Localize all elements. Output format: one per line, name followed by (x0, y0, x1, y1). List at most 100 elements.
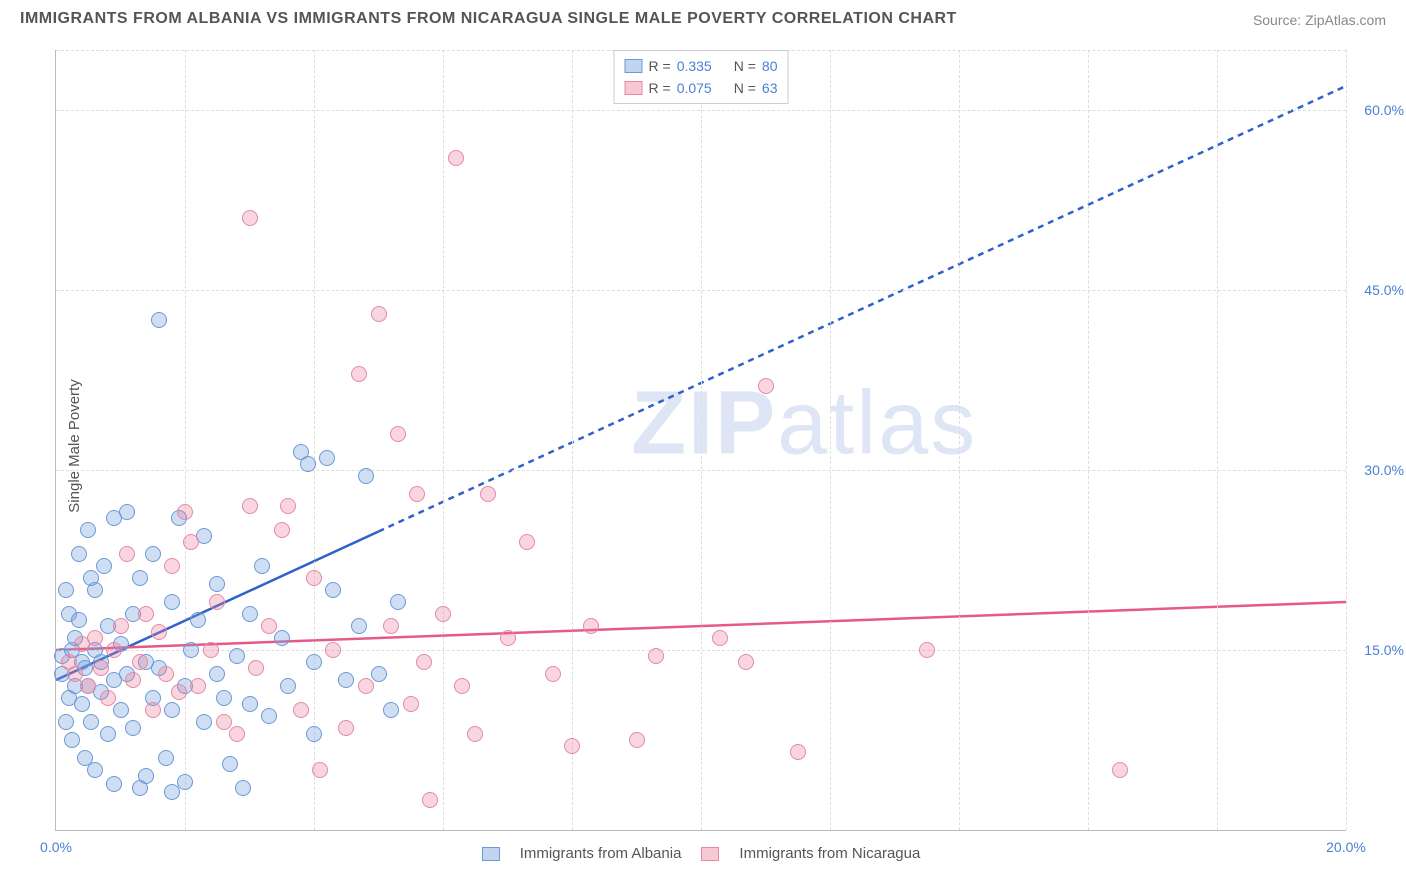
scatter-point-nicaragua (209, 594, 225, 610)
scatter-point-albania (71, 546, 87, 562)
scatter-point-nicaragua (390, 426, 406, 442)
y-tick-label: 60.0% (1364, 102, 1404, 118)
scatter-point-albania (216, 690, 232, 706)
scatter-point-nicaragua (648, 648, 664, 664)
x-gridline (701, 50, 702, 830)
scatter-point-albania (190, 612, 206, 628)
scatter-point-nicaragua (422, 792, 438, 808)
x-gridline (443, 50, 444, 830)
legend-label: Immigrants from Albania (520, 845, 682, 862)
scatter-point-albania (274, 630, 290, 646)
scatter-point-nicaragua (132, 654, 148, 670)
scatter-point-nicaragua (177, 504, 193, 520)
y-tick-label: 15.0% (1364, 642, 1404, 658)
x-gridline (1346, 50, 1347, 830)
scatter-point-albania (254, 558, 270, 574)
scatter-point-albania (209, 576, 225, 592)
x-tick-label: 20.0% (1326, 839, 1366, 855)
legend-swatch-icon (625, 59, 643, 73)
scatter-point-nicaragua (351, 366, 367, 382)
x-gridline (572, 50, 573, 830)
scatter-point-nicaragua (119, 546, 135, 562)
scatter-point-nicaragua (158, 666, 174, 682)
scatter-point-nicaragua (229, 726, 245, 742)
scatter-point-albania (209, 666, 225, 682)
x-gridline (830, 50, 831, 830)
series-legend: Immigrants from Albania Immigrants from N… (56, 844, 1346, 862)
scatter-point-albania (371, 666, 387, 682)
scatter-point-albania (58, 582, 74, 598)
scatter-point-albania (113, 702, 129, 718)
scatter-point-nicaragua (519, 534, 535, 550)
scatter-point-nicaragua (312, 762, 328, 778)
scatter-point-albania (242, 696, 258, 712)
scatter-point-nicaragua (216, 714, 232, 730)
scatter-point-albania (325, 582, 341, 598)
scatter-point-albania (119, 504, 135, 520)
chart-container: IMMIGRANTS FROM ALBANIA VS IMMIGRANTS FR… (0, 0, 1406, 892)
scatter-point-albania (64, 732, 80, 748)
scatter-point-albania (96, 558, 112, 574)
scatter-point-albania (306, 654, 322, 670)
scatter-point-albania (358, 468, 374, 484)
y-tick-label: 30.0% (1364, 462, 1404, 478)
scatter-point-albania (151, 312, 167, 328)
scatter-point-nicaragua (790, 744, 806, 760)
scatter-point-nicaragua (416, 654, 432, 670)
scatter-point-nicaragua (480, 486, 496, 502)
scatter-point-nicaragua (183, 534, 199, 550)
legend-swatch-icon (701, 847, 719, 861)
plot-area: ZIPatlas R =0.335N =80R =0.075N =63 Immi… (55, 50, 1346, 831)
scatter-point-nicaragua (500, 630, 516, 646)
scatter-point-albania (100, 726, 116, 742)
watermark: ZIPatlas (631, 373, 977, 476)
scatter-point-nicaragua (67, 666, 83, 682)
scatter-point-nicaragua (712, 630, 728, 646)
scatter-point-nicaragua (171, 684, 187, 700)
scatter-point-nicaragua (325, 642, 341, 658)
scatter-point-nicaragua (545, 666, 561, 682)
scatter-point-albania (87, 762, 103, 778)
scatter-point-albania (58, 714, 74, 730)
scatter-point-nicaragua (467, 726, 483, 742)
scatter-point-albania (183, 642, 199, 658)
scatter-point-nicaragua (280, 498, 296, 514)
legend-row: R =0.335N =80 (625, 55, 778, 77)
x-gridline (959, 50, 960, 830)
scatter-point-nicaragua (125, 672, 141, 688)
scatter-point-nicaragua (583, 618, 599, 634)
x-gridline (314, 50, 315, 830)
scatter-point-nicaragua (242, 210, 258, 226)
legend-swatch-icon (482, 847, 500, 861)
scatter-point-nicaragua (80, 678, 96, 694)
scatter-point-nicaragua (93, 660, 109, 676)
scatter-point-albania (306, 726, 322, 742)
scatter-point-nicaragua (145, 702, 161, 718)
scatter-point-albania (338, 672, 354, 688)
scatter-point-albania (300, 456, 316, 472)
scatter-point-nicaragua (338, 720, 354, 736)
scatter-point-albania (83, 714, 99, 730)
scatter-point-nicaragua (738, 654, 754, 670)
scatter-point-nicaragua (274, 522, 290, 538)
legend-label: Immigrants from Nicaragua (739, 845, 920, 862)
scatter-point-albania (235, 780, 251, 796)
scatter-point-albania (229, 648, 245, 664)
scatter-point-albania (280, 678, 296, 694)
scatter-point-nicaragua (448, 150, 464, 166)
x-tick-label: 0.0% (40, 839, 72, 855)
scatter-point-albania (351, 618, 367, 634)
scatter-point-albania (158, 750, 174, 766)
scatter-point-albania (125, 720, 141, 736)
trend-line-albania-extrapolated (379, 86, 1347, 532)
scatter-point-albania (132, 570, 148, 586)
legend-row: R =0.075N =63 (625, 77, 778, 99)
scatter-point-nicaragua (100, 690, 116, 706)
scatter-point-nicaragua (190, 678, 206, 694)
y-tick-label: 45.0% (1364, 282, 1404, 298)
scatter-point-nicaragua (454, 678, 470, 694)
scatter-point-nicaragua (358, 678, 374, 694)
scatter-point-albania (390, 594, 406, 610)
scatter-point-albania (145, 546, 161, 562)
scatter-point-albania (222, 756, 238, 772)
